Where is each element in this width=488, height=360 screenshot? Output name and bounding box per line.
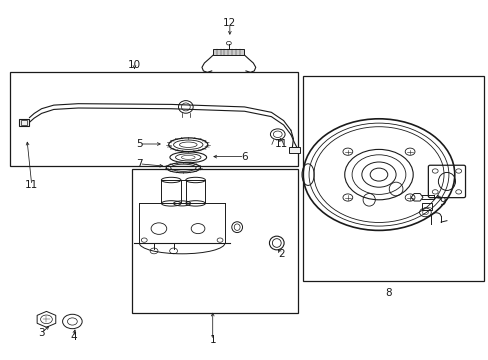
Bar	[20, 120, 27, 125]
Text: 12: 12	[223, 18, 236, 28]
Text: 9: 9	[438, 197, 445, 207]
Text: 10: 10	[128, 60, 141, 70]
Bar	[421, 203, 431, 210]
Bar	[10, 72, 298, 166]
Bar	[289, 147, 300, 153]
Text: 11: 11	[25, 180, 39, 190]
Text: 2: 2	[277, 249, 284, 259]
Bar	[132, 169, 298, 313]
Bar	[19, 119, 29, 126]
Text: 4: 4	[70, 332, 77, 342]
Text: 3: 3	[38, 328, 45, 338]
Text: 11: 11	[274, 139, 287, 149]
Text: 1: 1	[209, 335, 216, 345]
Text: 6: 6	[241, 152, 247, 162]
Bar	[303, 76, 483, 281]
Text: 8: 8	[385, 288, 391, 298]
Text: 5: 5	[136, 139, 142, 149]
Text: 7: 7	[136, 159, 142, 169]
Bar	[213, 49, 244, 55]
